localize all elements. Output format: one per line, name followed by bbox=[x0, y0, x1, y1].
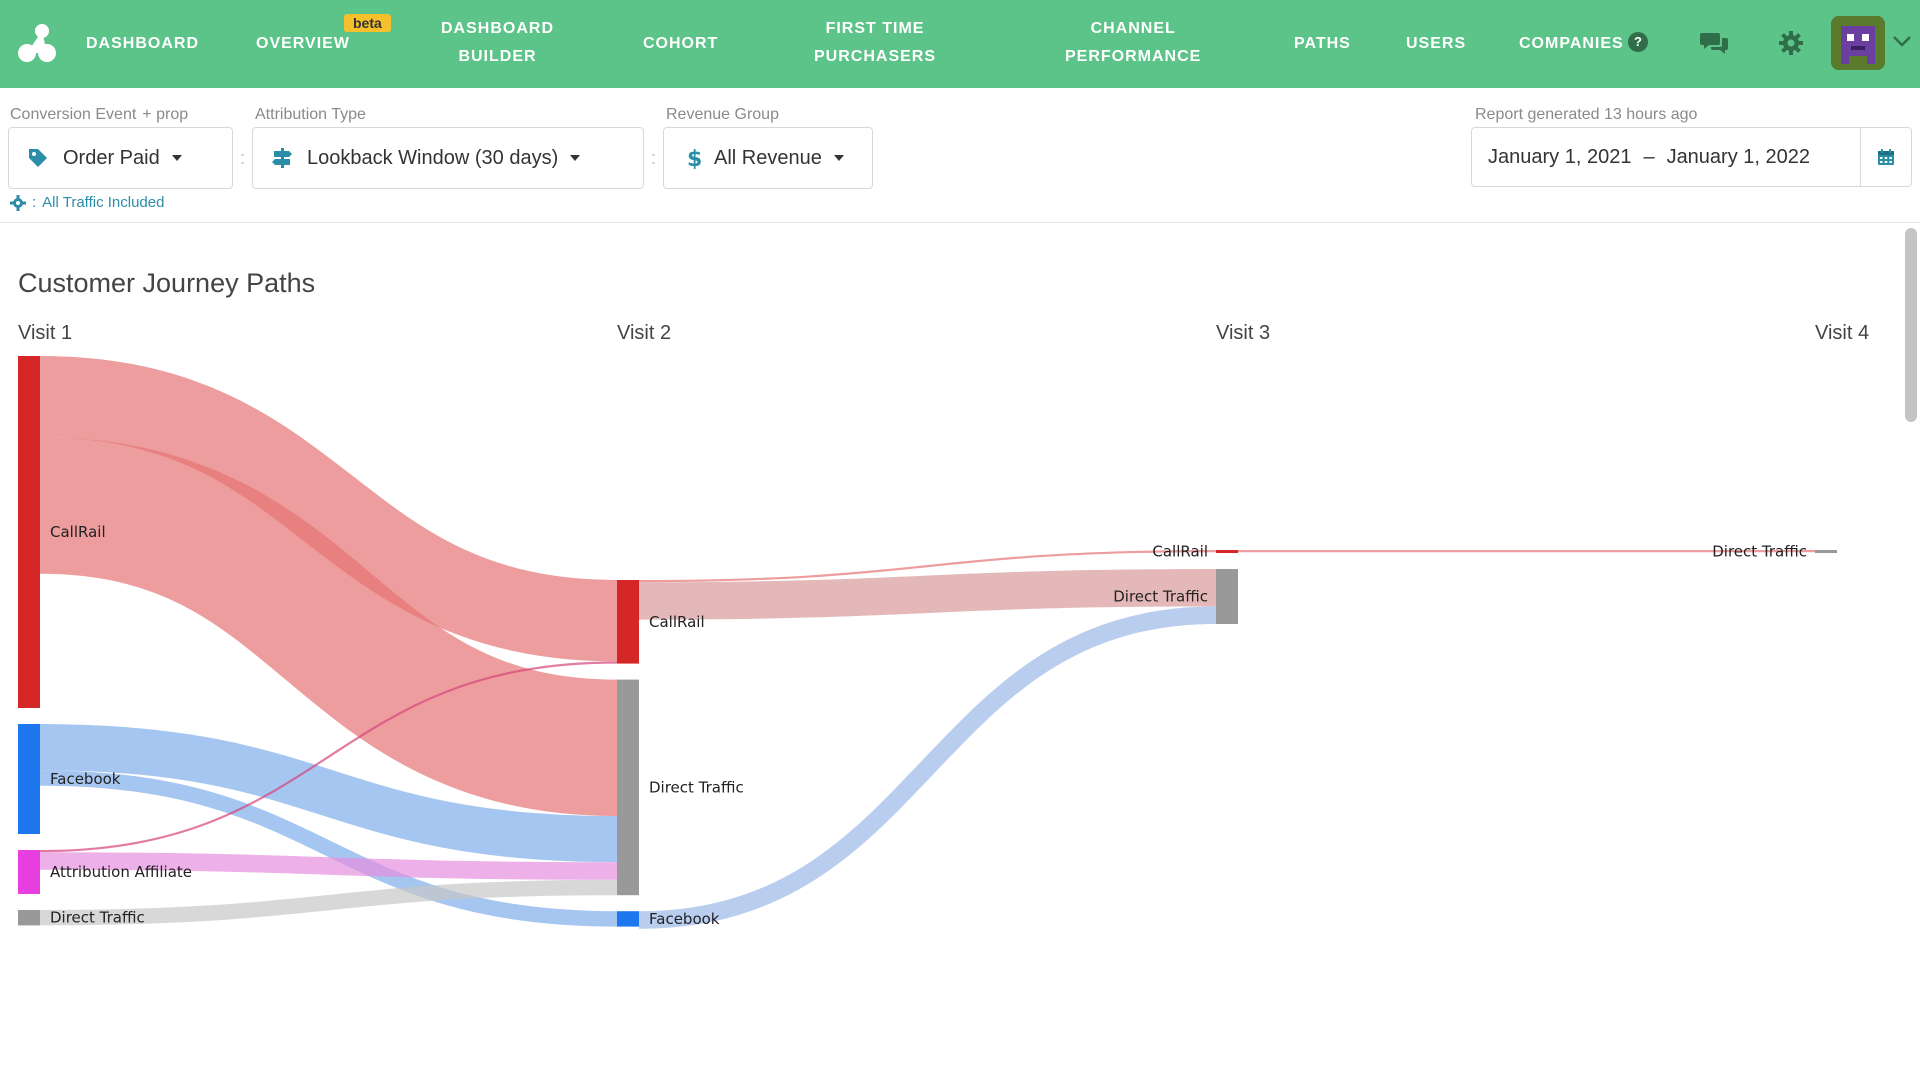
nav-overview[interactable]: OVERVIEW bbox=[256, 35, 350, 52]
sankey-link[interactable] bbox=[39, 770, 618, 927]
sankey-node-label: Direct Traffic bbox=[649, 778, 744, 796]
sankey-node-label: Direct Traffic bbox=[50, 909, 145, 927]
sankey-node-label: Facebook bbox=[649, 910, 720, 928]
dollar-icon: $ bbox=[687, 147, 702, 169]
svg-text:$: $ bbox=[687, 147, 702, 169]
conversion-event-label: Conversion Event + prop bbox=[10, 106, 189, 123]
sankey-link[interactable] bbox=[638, 569, 1217, 620]
sankey-node[interactable] bbox=[1815, 550, 1837, 553]
top-nav: DASHBOARD OVERVIEW beta DASHBOARD BUILDER… bbox=[0, 0, 1920, 88]
visit-1-label: Visit 1 bbox=[18, 322, 73, 344]
add-prop-link[interactable]: + prop bbox=[142, 106, 189, 123]
nav-dashboard-builder[interactable]: DASHBOARD BUILDER bbox=[441, 20, 554, 65]
sankey-node[interactable] bbox=[18, 910, 40, 926]
sankey-node-label: CallRail bbox=[50, 523, 106, 541]
sankey-node-label: Direct Traffic bbox=[1113, 588, 1208, 606]
header-divider bbox=[0, 222, 1920, 223]
sankey-node[interactable] bbox=[18, 724, 40, 834]
beta-badge: beta bbox=[344, 14, 391, 32]
sankey-node[interactable] bbox=[18, 356, 40, 708]
report-generated-label: Report generated 13 hours ago bbox=[1475, 106, 1698, 123]
logo-icon[interactable] bbox=[16, 20, 60, 64]
date-end: January 1, 2022 bbox=[1666, 145, 1810, 168]
attribution-type-value: Lookback Window (30 days) bbox=[307, 146, 559, 169]
gear-icon[interactable] bbox=[1778, 30, 1804, 56]
sankey-node[interactable] bbox=[1216, 569, 1238, 624]
sankey-link[interactable] bbox=[638, 606, 1217, 929]
revenue-group-value: All Revenue bbox=[714, 146, 822, 169]
date-range-picker[interactable]: January 1, 2021– January 1, 2022 bbox=[1471, 127, 1912, 187]
sankey-link[interactable] bbox=[39, 724, 618, 863]
sankey-link[interactable] bbox=[39, 661, 618, 853]
sankey-node[interactable] bbox=[1216, 550, 1238, 553]
sankey-link[interactable] bbox=[39, 879, 618, 926]
sankey-node[interactable] bbox=[617, 679, 639, 896]
traffic-filter-text: All Traffic Included bbox=[42, 194, 165, 211]
sankey-link[interactable] bbox=[38, 437, 619, 816]
attribution-type-label: Attribution Type bbox=[255, 106, 366, 123]
avatar[interactable] bbox=[1831, 16, 1885, 70]
scrollbar-thumb[interactable] bbox=[1905, 228, 1917, 422]
sankey-node-label: Attribution Affiliate bbox=[50, 863, 192, 881]
date-start: January 1, 2021 bbox=[1488, 145, 1632, 168]
sankey-node-label: CallRail bbox=[649, 613, 705, 631]
caret-down-icon bbox=[570, 155, 581, 161]
sankey-link[interactable] bbox=[39, 852, 618, 880]
sankey-node-label: Facebook bbox=[50, 770, 121, 788]
nav-companies[interactable]: COMPANIES bbox=[1519, 35, 1624, 52]
visit-3-label: Visit 3 bbox=[1216, 322, 1271, 344]
filter-separator: : bbox=[240, 148, 246, 168]
visit-4-label: Visit 4 bbox=[1815, 322, 1870, 344]
sankey-link[interactable] bbox=[638, 550, 1217, 583]
traffic-filter-link[interactable]: : All Traffic Included bbox=[10, 194, 164, 211]
sankey-node[interactable] bbox=[18, 850, 40, 894]
sankey-node[interactable] bbox=[617, 911, 639, 927]
date-range-text[interactable]: January 1, 2021– January 1, 2022 bbox=[1488, 145, 1810, 168]
nav-cohort[interactable]: COHORT bbox=[643, 35, 719, 52]
nav-users[interactable]: USERS bbox=[1406, 35, 1467, 52]
chevron-down-icon[interactable] bbox=[1892, 34, 1912, 48]
conversion-event-dropdown[interactable]: Order Paid bbox=[8, 127, 233, 189]
nav-first-time-purchasers[interactable]: FIRST TIME PURCHASERS bbox=[814, 20, 937, 65]
sankey-node-label: CallRail bbox=[1152, 543, 1208, 561]
sankey-link[interactable] bbox=[39, 356, 618, 662]
nav-dashboard[interactable]: DASHBOARD bbox=[86, 35, 199, 52]
sankey-chart: CallRail Facebook Attribution Affiliate Dir… bbox=[18, 356, 1837, 929]
nav-channel-performance[interactable]: CHANNEL PERFORMANCE bbox=[1065, 20, 1202, 65]
revenue-group-label: Revenue Group bbox=[666, 106, 779, 123]
caret-down-icon bbox=[833, 155, 844, 161]
tag-icon bbox=[29, 149, 47, 167]
chart-title: Customer Journey Paths bbox=[18, 268, 316, 298]
sankey-node[interactable] bbox=[617, 580, 639, 664]
signpost-icon bbox=[272, 148, 292, 168]
chat-icon[interactable] bbox=[1700, 30, 1730, 56]
visit-2-label: Visit 2 bbox=[617, 322, 672, 344]
revenue-group-dropdown[interactable]: $ All Revenue bbox=[663, 127, 873, 189]
gear-icon bbox=[10, 194, 26, 211]
sankey-node-label: Direct Traffic bbox=[1712, 543, 1807, 561]
help-icon[interactable]: ? bbox=[1628, 32, 1648, 52]
filter-separator: : bbox=[651, 148, 657, 168]
nav-paths[interactable]: PATHS bbox=[1294, 35, 1351, 52]
attribution-type-dropdown[interactable]: Lookback Window (30 days) bbox=[252, 127, 644, 189]
calendar-icon bbox=[1878, 149, 1895, 165]
calendar-button[interactable] bbox=[1860, 128, 1911, 186]
conversion-event-value: Order Paid bbox=[63, 146, 160, 169]
caret-down-icon bbox=[171, 155, 182, 161]
